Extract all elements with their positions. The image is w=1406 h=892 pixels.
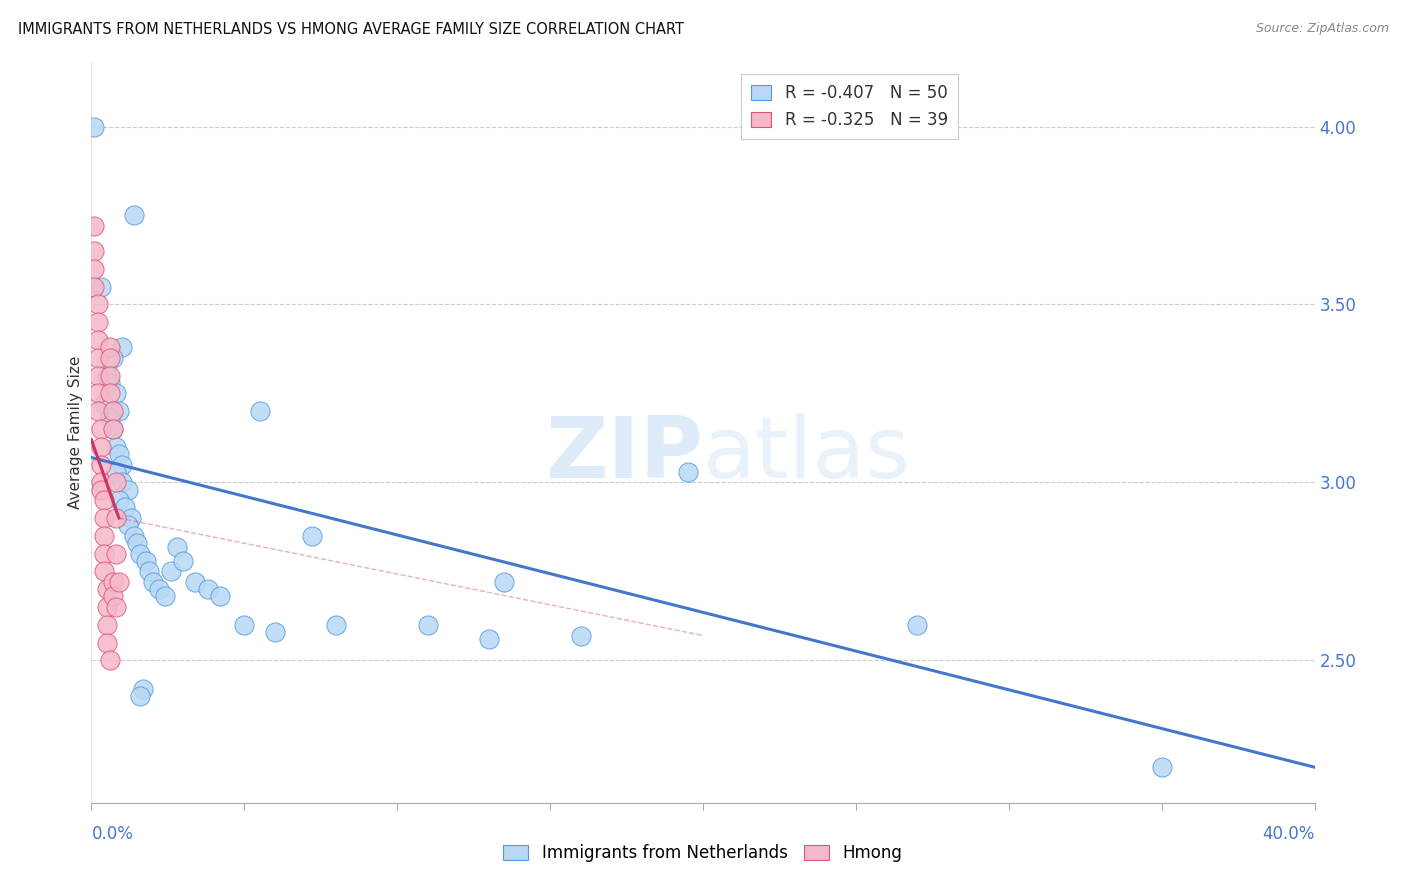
Point (478, 632, 501, 646)
Point (325, 617, 347, 632)
Point (104, 440, 127, 454)
Point (90, 422, 112, 436)
Point (86, 297, 108, 311)
Point (83, 219, 105, 234)
Point (93, 565, 115, 579)
Text: atlas: atlas (703, 413, 911, 496)
Legend: Immigrants from Netherlands, Hmong: Immigrants from Netherlands, Hmong (496, 838, 910, 869)
Point (233, 617, 256, 632)
Point (184, 575, 207, 590)
Point (160, 565, 183, 579)
Point (83, 261, 105, 276)
Point (90, 440, 112, 454)
Point (104, 600, 127, 615)
Point (98, 340, 121, 354)
Point (905, 617, 928, 632)
Point (90, 475, 112, 490)
Point (86, 351, 108, 365)
Point (86, 333, 108, 347)
Point (117, 483, 139, 497)
Point (83, 244, 105, 258)
Point (127, 536, 149, 550)
Point (141, 575, 163, 590)
Point (98, 386, 121, 401)
Text: 0.0%: 0.0% (91, 825, 134, 843)
Point (129, 547, 152, 561)
Point (96, 368, 118, 383)
Point (104, 386, 127, 401)
Point (1150, 760, 1173, 774)
Point (101, 590, 124, 604)
Point (111, 340, 134, 354)
Point (108, 447, 131, 461)
Point (676, 465, 699, 479)
Point (93, 529, 115, 543)
Point (108, 575, 131, 590)
Point (93, 493, 115, 508)
Point (122, 209, 145, 223)
Point (98, 411, 121, 425)
Point (114, 500, 136, 515)
Point (104, 511, 127, 525)
Point (96, 600, 118, 615)
Point (249, 404, 271, 418)
Point (101, 575, 124, 590)
Point (122, 529, 145, 543)
Point (101, 422, 124, 436)
Point (197, 582, 219, 597)
Point (83, 279, 105, 293)
Text: Source: ZipAtlas.com: Source: ZipAtlas.com (1256, 22, 1389, 36)
Point (90, 458, 112, 472)
Point (83, 120, 105, 134)
Point (166, 540, 188, 554)
Y-axis label: Average Family Size: Average Family Size (67, 356, 83, 509)
Point (86, 386, 108, 401)
Point (135, 554, 157, 568)
Point (86, 368, 108, 383)
Point (98, 351, 121, 365)
Point (494, 575, 516, 590)
Point (101, 422, 124, 436)
Point (148, 582, 170, 597)
Point (104, 465, 127, 479)
Point (93, 547, 115, 561)
Point (98, 653, 121, 667)
Point (301, 529, 323, 543)
Point (111, 458, 134, 472)
Point (101, 351, 124, 365)
Point (98, 376, 121, 390)
Point (569, 628, 592, 642)
Point (264, 624, 287, 639)
Point (416, 617, 439, 632)
Point (96, 635, 118, 649)
Point (90, 483, 112, 497)
Text: IMMIGRANTS FROM NETHERLANDS VS HMONG AVERAGE FAMILY SIZE CORRELATION CHART: IMMIGRANTS FROM NETHERLANDS VS HMONG AVE… (18, 22, 685, 37)
Point (111, 475, 134, 490)
Point (104, 547, 127, 561)
Point (98, 368, 121, 383)
Point (108, 404, 131, 418)
Point (108, 493, 131, 508)
Point (153, 590, 176, 604)
Point (96, 617, 118, 632)
Point (96, 582, 118, 597)
Point (208, 590, 231, 604)
Point (86, 315, 108, 329)
Point (104, 475, 127, 490)
Point (90, 279, 112, 293)
Point (117, 518, 139, 533)
Point (172, 554, 194, 568)
Point (93, 511, 115, 525)
Text: ZIP: ZIP (546, 413, 703, 496)
Point (86, 404, 108, 418)
Point (132, 681, 155, 696)
Point (120, 511, 142, 525)
Point (93, 397, 115, 411)
Text: 40.0%: 40.0% (1263, 825, 1315, 843)
Point (129, 689, 152, 703)
Point (101, 404, 124, 418)
Point (138, 565, 160, 579)
